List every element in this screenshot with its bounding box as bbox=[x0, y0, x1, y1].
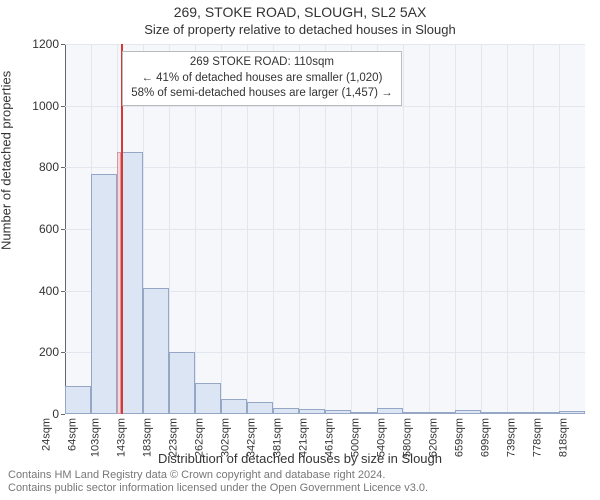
histogram-bar bbox=[247, 402, 273, 414]
histogram-bar bbox=[533, 412, 559, 414]
gridline-vertical bbox=[559, 44, 560, 414]
histogram-bar bbox=[325, 410, 351, 414]
plot-area: 02004006008001000120024sqm64sqm103sqm143… bbox=[65, 44, 585, 414]
chart-title: 269, STOKE ROAD, SLOUGH, SL2 5AX bbox=[0, 4, 600, 20]
copyright-notice: Contains HM Land Registry data © Crown c… bbox=[8, 469, 428, 497]
histogram-bar bbox=[507, 412, 533, 414]
gridline-vertical bbox=[403, 44, 404, 414]
y-axis-label: Number of detached properties bbox=[0, 71, 14, 250]
histogram-bar bbox=[65, 386, 91, 414]
y-tick-label: 800 bbox=[39, 160, 65, 174]
copyright-line: Contains public sector information licen… bbox=[8, 482, 428, 496]
histogram-bar bbox=[121, 152, 143, 414]
x-axis-label: Distribution of detached houses by size … bbox=[0, 451, 600, 466]
y-tick-label: 200 bbox=[39, 345, 65, 359]
y-tick-label: 0 bbox=[52, 407, 65, 421]
annotation-line: 269 STOKE ROAD: 110sqm bbox=[131, 55, 392, 71]
histogram-bar bbox=[143, 288, 169, 414]
y-tick-label: 400 bbox=[39, 284, 65, 298]
x-tick-label: 64sqm bbox=[67, 414, 79, 451]
annotation-box: 269 STOKE ROAD: 110sqm← 41% of detached … bbox=[122, 51, 401, 106]
histogram-bar bbox=[351, 412, 377, 414]
histogram-bar bbox=[221, 399, 247, 414]
histogram-bar bbox=[403, 412, 429, 414]
histogram-bar bbox=[481, 412, 507, 414]
annotation-line: 58% of semi-detached houses are larger (… bbox=[131, 86, 392, 102]
annotation-line: ← 41% of detached houses are smaller (1,… bbox=[131, 71, 392, 87]
histogram-bar bbox=[377, 408, 403, 414]
histogram-bar bbox=[91, 174, 117, 415]
x-tick-label: 24sqm bbox=[40, 414, 52, 451]
figure-container: 269, STOKE ROAD, SLOUGH, SL2 5AX Size of… bbox=[0, 0, 600, 500]
gridline-vertical bbox=[533, 44, 534, 414]
y-tick-label: 1000 bbox=[32, 99, 65, 113]
gridline-vertical bbox=[481, 44, 482, 414]
y-tick-label: 600 bbox=[39, 222, 65, 236]
gridline-vertical bbox=[455, 44, 456, 414]
gridline-vertical bbox=[507, 44, 508, 414]
copyright-line: Contains HM Land Registry data © Crown c… bbox=[8, 469, 428, 483]
gridline-vertical bbox=[429, 44, 430, 414]
histogram-bar bbox=[455, 410, 481, 414]
histogram-bar bbox=[559, 411, 585, 414]
histogram-bar bbox=[429, 412, 455, 414]
histogram-bar bbox=[195, 383, 221, 414]
histogram-bar bbox=[299, 409, 325, 414]
y-tick-label: 1200 bbox=[32, 37, 65, 51]
histogram-bar bbox=[169, 352, 195, 414]
chart-subtitle: Size of property relative to detached ho… bbox=[0, 22, 600, 37]
histogram-bar bbox=[273, 408, 299, 414]
